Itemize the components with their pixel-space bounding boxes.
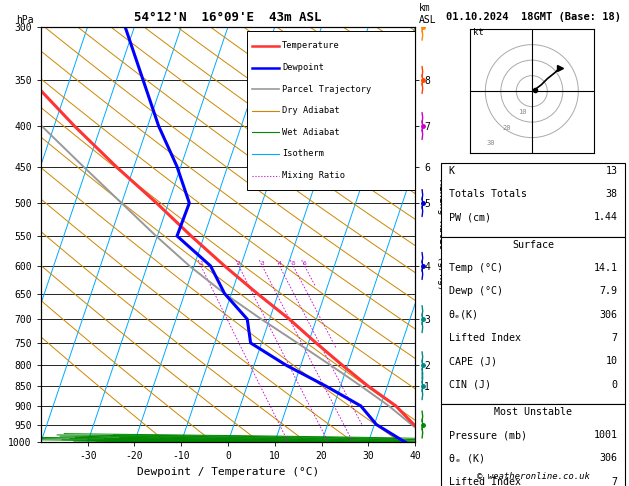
Text: 10: 10 [518,109,526,115]
Text: 7.9: 7.9 [599,286,618,296]
Text: Mixing Ratio: Mixing Ratio [282,171,345,180]
Text: Most Unstable: Most Unstable [494,407,572,417]
Bar [441,163,625,237]
Text: Temperature: Temperature [282,41,340,51]
Text: Dewp (°C): Dewp (°C) [448,286,503,296]
Text: 3: 3 [260,261,264,266]
Text: 0: 0 [611,380,618,390]
Bar [441,237,625,404]
Text: 7: 7 [611,333,618,343]
Text: 10: 10 [606,356,618,366]
Text: θₑ(K): θₑ(K) [448,310,479,320]
Text: © weatheronline.co.uk: © weatheronline.co.uk [477,472,589,481]
Text: Lifted Index: Lifted Index [448,477,521,486]
Text: 38: 38 [606,189,618,199]
Y-axis label: Mixing Ratio (g/kg): Mixing Ratio (g/kg) [437,179,447,290]
Text: 6: 6 [303,261,306,266]
Text: Parcel Trajectory: Parcel Trajectory [282,85,372,94]
Text: Surface: Surface [512,240,554,250]
Text: θₑ (K): θₑ (K) [448,453,485,464]
Text: 5: 5 [291,261,295,266]
Text: 1001: 1001 [594,430,618,440]
X-axis label: Dewpoint / Temperature (°C): Dewpoint / Temperature (°C) [137,467,319,477]
Text: kt: kt [473,28,484,37]
Title: 54°12'N  16°09'E  43m ASL: 54°12'N 16°09'E 43m ASL [134,11,322,24]
Text: 01.10.2024  18GMT (Base: 18): 01.10.2024 18GMT (Base: 18) [445,12,621,22]
Text: hPa: hPa [16,15,34,25]
Text: 4: 4 [277,261,281,266]
Text: Isotherm: Isotherm [282,150,325,158]
Text: Pressure (mb): Pressure (mb) [448,430,526,440]
Text: 1: 1 [199,261,203,266]
Bar [441,404,625,486]
Text: Dewpoint: Dewpoint [282,63,325,72]
Text: LCL: LCL [445,401,461,410]
Text: 306: 306 [599,453,618,464]
Text: 14.1: 14.1 [594,263,618,273]
Text: PW (cm): PW (cm) [448,212,491,223]
Text: Dry Adiabat: Dry Adiabat [282,106,340,115]
Text: 30: 30 [487,140,496,146]
Text: CAPE (J): CAPE (J) [448,356,497,366]
Text: CIN (J): CIN (J) [448,380,491,390]
Text: Totals Totals: Totals Totals [448,189,526,199]
Text: Wet Adiabat: Wet Adiabat [282,128,340,137]
Text: 1.44: 1.44 [594,212,618,223]
FancyBboxPatch shape [247,31,417,191]
Text: 20: 20 [503,125,511,131]
Text: K: K [448,166,455,176]
Text: Temp (°C): Temp (°C) [448,263,503,273]
Text: km
ASL: km ASL [419,3,437,25]
Text: 7: 7 [611,477,618,486]
Text: 306: 306 [599,310,618,320]
Text: Lifted Index: Lifted Index [448,333,521,343]
Text: 13: 13 [606,166,618,176]
Text: 2: 2 [237,261,241,266]
